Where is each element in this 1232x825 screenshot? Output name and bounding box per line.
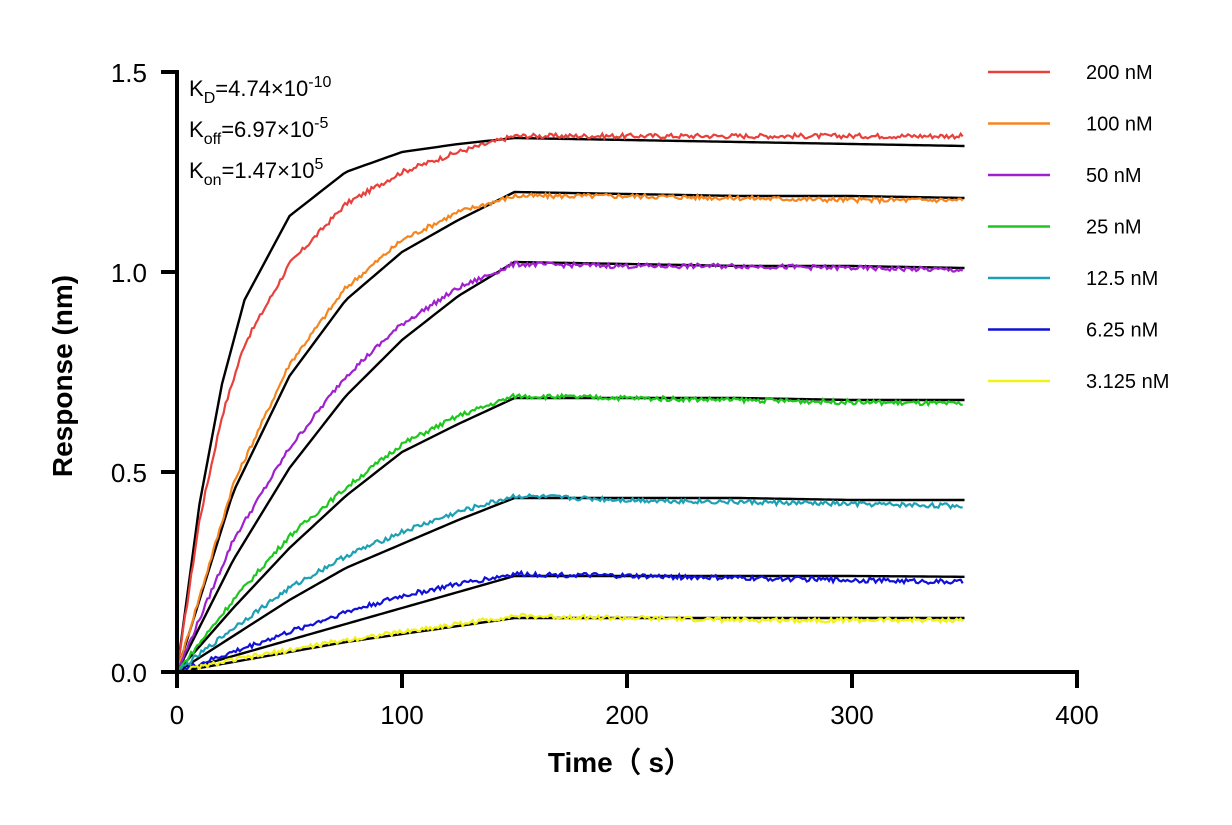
fit-line bbox=[175, 136, 965, 673]
axes: 0 100 200 300 400 0.0 0.5 1.0 1.5 bbox=[111, 58, 1099, 730]
fit-line bbox=[175, 260, 965, 673]
legend-label: 50 nM bbox=[1086, 165, 1142, 187]
legend-label: 100 nM bbox=[1086, 114, 1153, 136]
fit-line bbox=[176, 616, 965, 674]
x-tick-label: 300 bbox=[830, 700, 873, 730]
legend-label: 3.125 nM bbox=[1086, 371, 1169, 393]
series-line bbox=[175, 260, 964, 673]
series-line bbox=[175, 131, 964, 673]
legend-label: 200 nM bbox=[1086, 62, 1153, 84]
y-tick-label: 1.0 bbox=[111, 258, 147, 288]
legend: 200 nM 100 nM 50 nM 25 nM 12.5 nM 6.25 nM 3.12… bbox=[988, 62, 1169, 393]
y-tick-label: 0.0 bbox=[111, 658, 147, 688]
x-tick-label: 100 bbox=[380, 700, 423, 730]
series-line bbox=[176, 612, 964, 674]
series-line bbox=[176, 492, 963, 673]
x-axis-title: Time（ s） bbox=[548, 746, 692, 778]
fit-line bbox=[176, 496, 965, 674]
y-tick-label: 1.5 bbox=[111, 58, 147, 88]
fit-line bbox=[176, 574, 965, 674]
kinetics-label: Kon=1.47×105 bbox=[189, 156, 323, 189]
legend-label: 6.25 nM bbox=[1086, 320, 1158, 342]
series-line bbox=[175, 191, 964, 673]
fit-line bbox=[176, 396, 965, 673]
kinetics-label: KD=4.74×10-10 bbox=[189, 74, 331, 107]
x-tick-label: 400 bbox=[1055, 700, 1098, 730]
kinetics-annotation: KD=4.74×10-10 Koff=6.97×10-5 Kon=1.47×105 bbox=[189, 74, 331, 189]
series-line bbox=[176, 569, 964, 674]
x-tick-label: 0 bbox=[170, 700, 184, 730]
x-tick-label: 200 bbox=[605, 700, 648, 730]
kinetics-label: Koff=6.97×10-5 bbox=[189, 115, 329, 148]
fit-curves bbox=[175, 136, 965, 674]
legend-label: 12.5 nM bbox=[1086, 268, 1158, 290]
y-tick-label: 0.5 bbox=[111, 458, 147, 488]
legend-label: 25 nM bbox=[1086, 217, 1142, 239]
data-curves bbox=[175, 131, 964, 674]
y-axis-title: Response (nm) bbox=[47, 275, 78, 477]
fit-line bbox=[175, 190, 965, 673]
series-line bbox=[176, 392, 963, 673]
